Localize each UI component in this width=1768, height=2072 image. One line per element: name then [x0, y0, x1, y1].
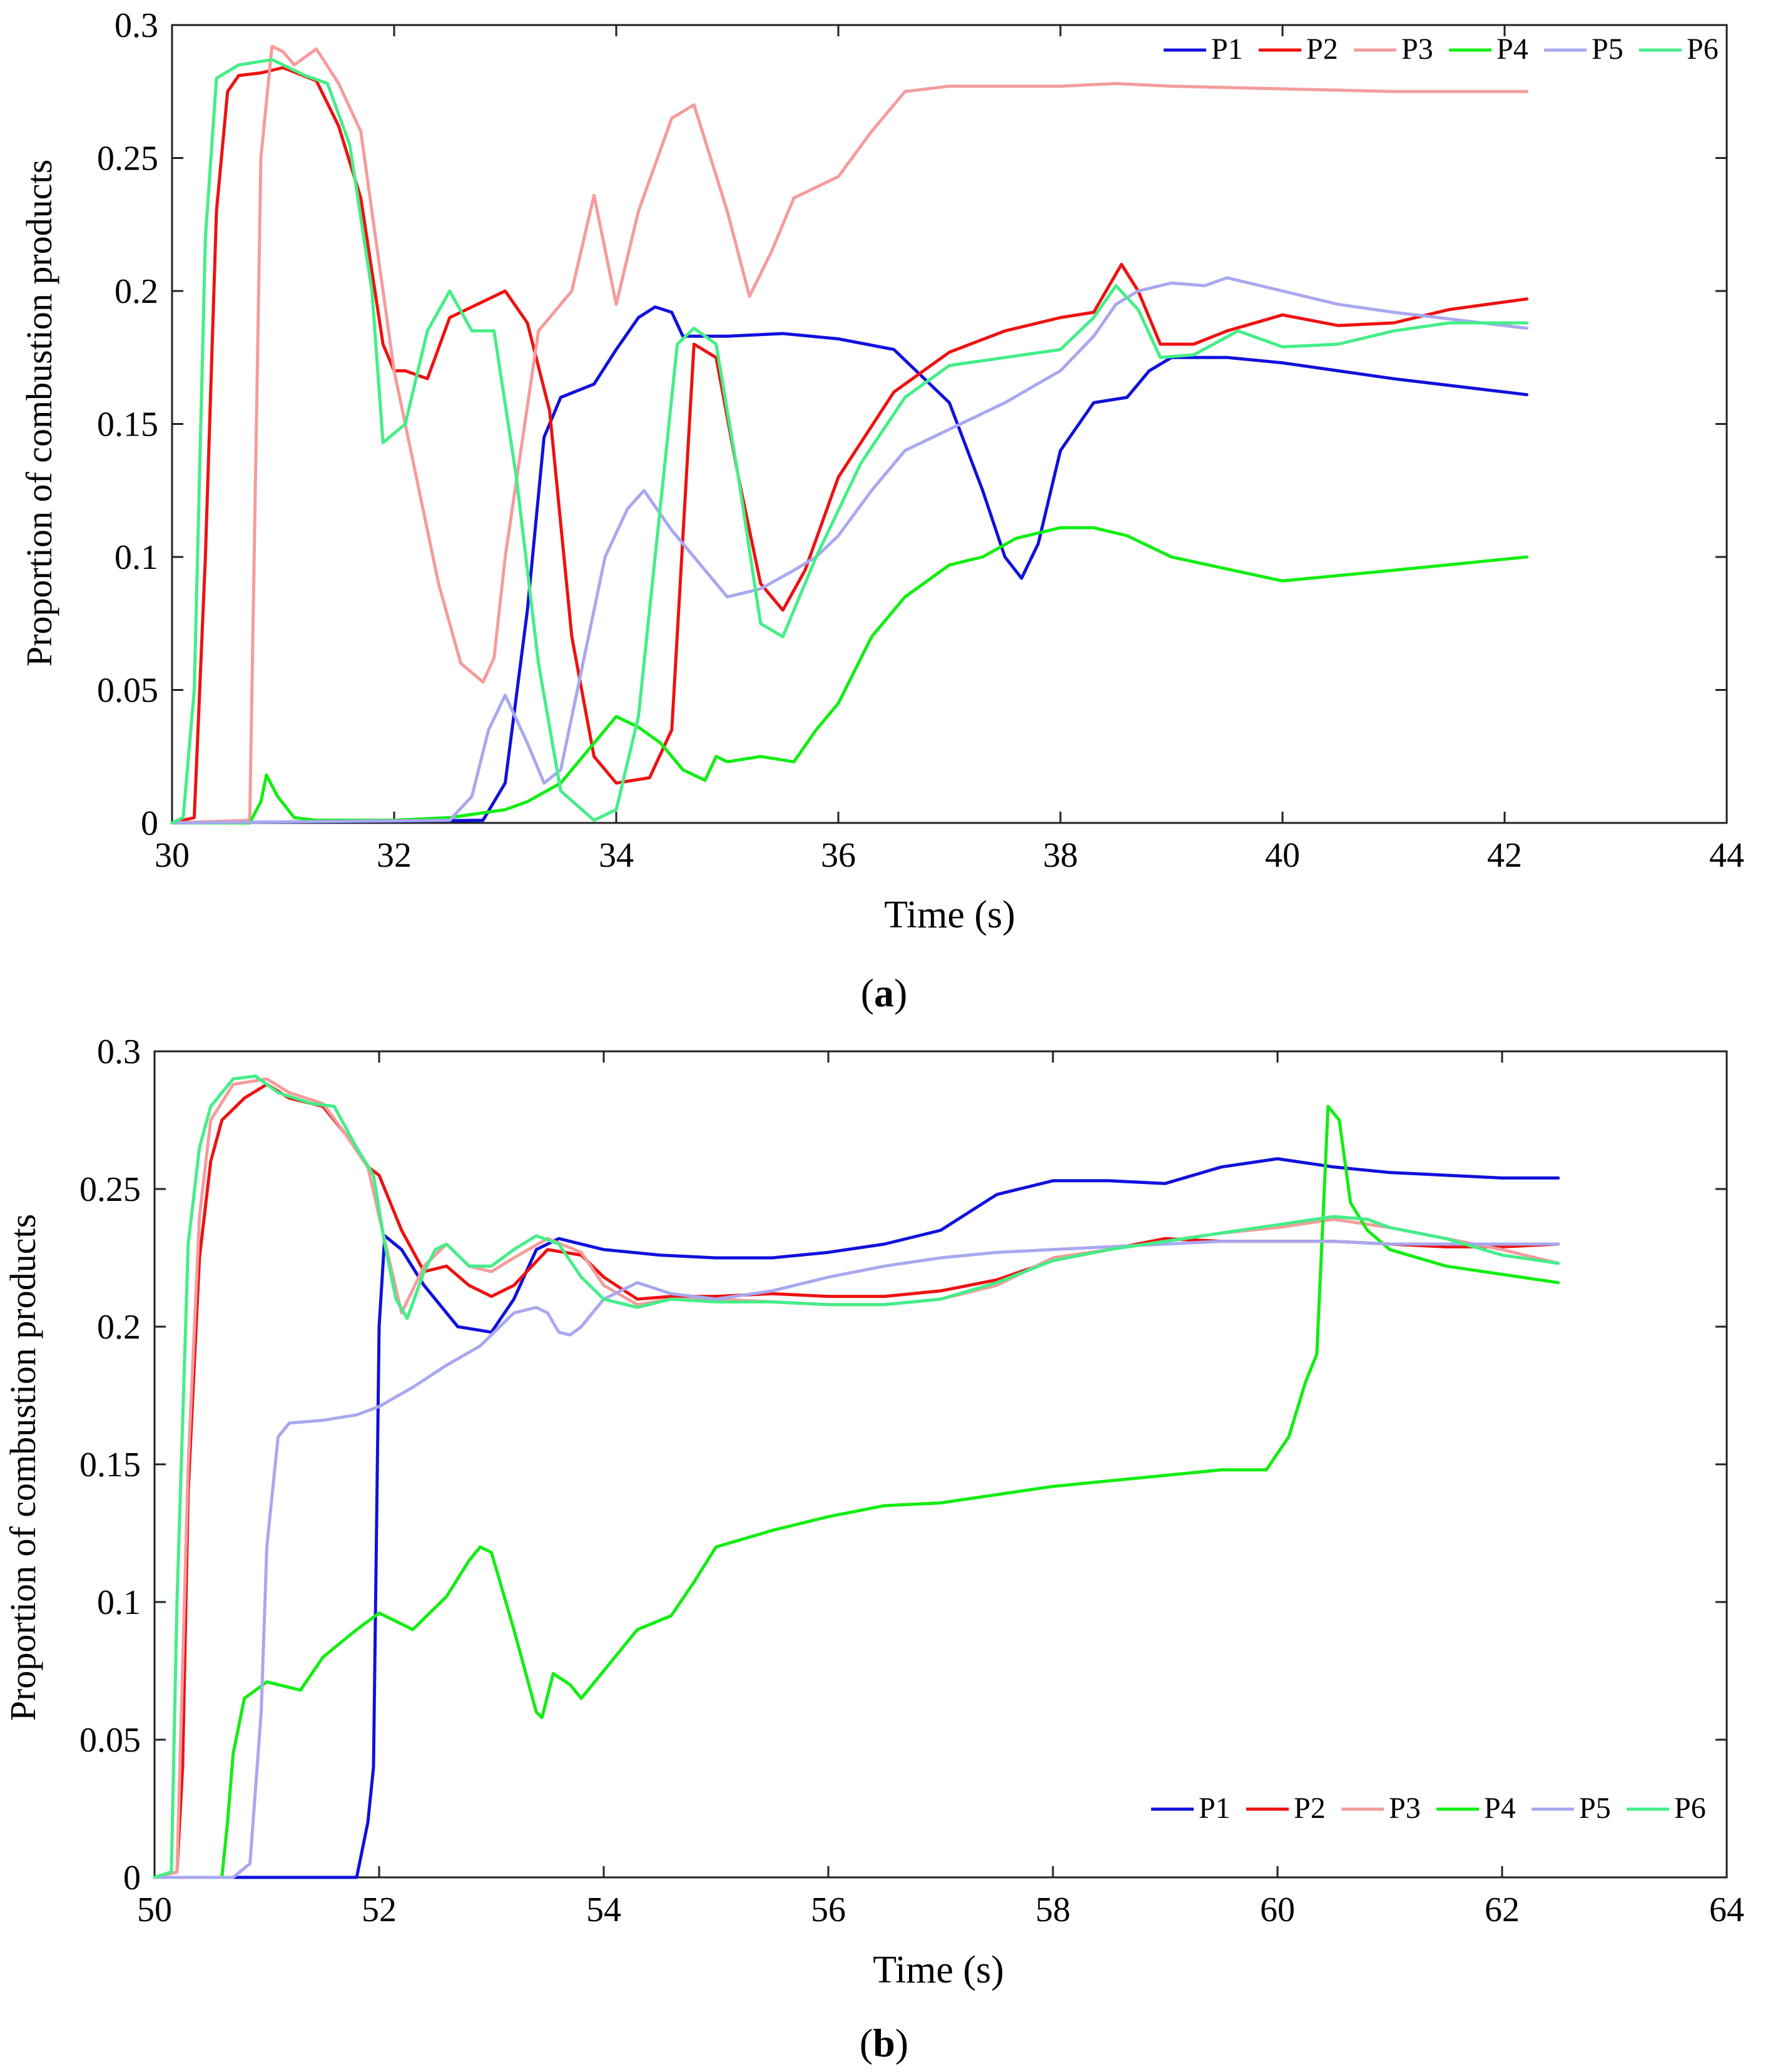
- legend-item-p3: P3: [1354, 33, 1433, 66]
- legend-item-p1: P1: [1151, 1792, 1231, 1825]
- series-line-p1: [170, 305, 1528, 825]
- y-tick-label: 0.15: [79, 1446, 141, 1484]
- legend-item-p4: P4: [1449, 33, 1528, 66]
- y-tick-label: 0.3: [97, 1033, 141, 1071]
- legend-item-p1: P1: [1164, 33, 1243, 66]
- plot-frame: [153, 1050, 1728, 1879]
- legend-label: P4: [1484, 1792, 1516, 1825]
- legend-label: P5: [1592, 33, 1623, 66]
- legend-item-p3: P3: [1341, 1792, 1421, 1825]
- x-tick-label: 34: [599, 836, 634, 875]
- legend-item-p6: P6: [1639, 33, 1719, 66]
- legend-label: P3: [1389, 1792, 1421, 1825]
- legend-label: P2: [1306, 33, 1338, 66]
- legend-item-p2: P2: [1259, 33, 1338, 66]
- x-tick-label: 64: [1709, 1891, 1744, 1929]
- series-layer: [153, 1074, 1560, 1879]
- legend-label: P6: [1674, 1792, 1706, 1825]
- x-axis-label: Time (s): [884, 894, 1015, 936]
- x-tick-label: 42: [1487, 836, 1522, 875]
- legend-label: P2: [1294, 1792, 1326, 1825]
- x-axis-label: Time (s): [873, 1949, 1004, 1991]
- series-line-p6: [153, 1074, 1560, 1879]
- plot-frame: [171, 24, 1728, 824]
- legend-item-p2: P2: [1246, 1792, 1326, 1825]
- y-tick-label: 0: [141, 804, 158, 843]
- y-tick-label: 0.25: [97, 140, 158, 178]
- series-line-p3: [170, 44, 1528, 825]
- x-tick-label: 52: [362, 1891, 397, 1929]
- legend: P1 P2 P3 P4 P5 P6: [1151, 1792, 1706, 1825]
- x-tick-label: 44: [1709, 836, 1744, 875]
- series-line-p4: [153, 1105, 1560, 1879]
- y-tick-label: 0: [123, 1859, 141, 1897]
- y-tick-label: 0.1: [97, 1583, 141, 1622]
- chart-panel-b: Proportion of combustion products 50 52 54…: [3, 1033, 1744, 2065]
- legend-label: P3: [1401, 33, 1433, 66]
- y-tick-label: 0.3: [114, 6, 158, 45]
- y-tick-label: 0.05: [97, 671, 158, 710]
- legend-label: P6: [1687, 33, 1719, 66]
- series-line-p4: [170, 526, 1528, 825]
- y-tick-label: 0.15: [97, 406, 158, 444]
- x-tick-label: 30: [155, 836, 190, 875]
- y-axis-label: Proportion of combustion products: [19, 160, 59, 666]
- chart-panel-a: Proportion of combustion products 30 32 34…: [19, 6, 1744, 1015]
- legend-label: P1: [1211, 33, 1243, 66]
- x-tick-label: 62: [1485, 1891, 1520, 1929]
- y-tick-label: 0.25: [79, 1170, 141, 1209]
- y-tick-label: 0.1: [114, 538, 158, 577]
- x-tick-label: 54: [586, 1891, 621, 1929]
- y-axis-label: Proportion of combustion products: [3, 1214, 43, 1721]
- x-tick-label: 38: [1043, 836, 1078, 875]
- y-tick-label: 0.2: [114, 272, 158, 311]
- x-tick-label: 60: [1260, 1891, 1295, 1929]
- x-tick-label: 40: [1265, 836, 1300, 875]
- legend-item-p5: P5: [1532, 1792, 1611, 1825]
- legend-item-p6: P6: [1627, 1792, 1706, 1825]
- legend-item-p5: P5: [1544, 33, 1623, 66]
- panel-letter: b: [873, 2021, 895, 2065]
- series-layer: [170, 44, 1528, 825]
- x-tick-label: 56: [811, 1891, 846, 1929]
- series-line-p5: [153, 1240, 1560, 1879]
- tick-layer: 50 52 54 56 58 60 62 64 0 0.05 0.1 0.15 0.2 0.25 0.3: [79, 1033, 1744, 1929]
- legend-label: P5: [1579, 1792, 1611, 1825]
- x-tick-label: 36: [821, 836, 856, 875]
- panel-label: (b): [860, 2021, 908, 2065]
- x-tick-label: 32: [377, 836, 412, 875]
- panel-letter: a: [874, 971, 894, 1015]
- legend-label: P1: [1199, 1792, 1231, 1825]
- tick-layer: 30 32 34 36 38 40 42 44 0 0.05 0.1 0.15 0.2 0.25 0.3: [97, 6, 1744, 875]
- legend-item-p4: P4: [1436, 1792, 1516, 1825]
- series-line-p5: [170, 276, 1528, 825]
- x-tick-label: 50: [137, 1891, 172, 1929]
- y-tick-label: 0.05: [79, 1721, 141, 1760]
- y-tick-label: 0.2: [97, 1308, 141, 1347]
- legend: P1 P2 P3 P4 P5 P6: [1164, 33, 1719, 66]
- panel-label: (a): [861, 971, 908, 1015]
- legend-label: P4: [1496, 33, 1528, 66]
- series-line-p6: [170, 58, 1528, 825]
- x-tick-label: 58: [1035, 1891, 1070, 1929]
